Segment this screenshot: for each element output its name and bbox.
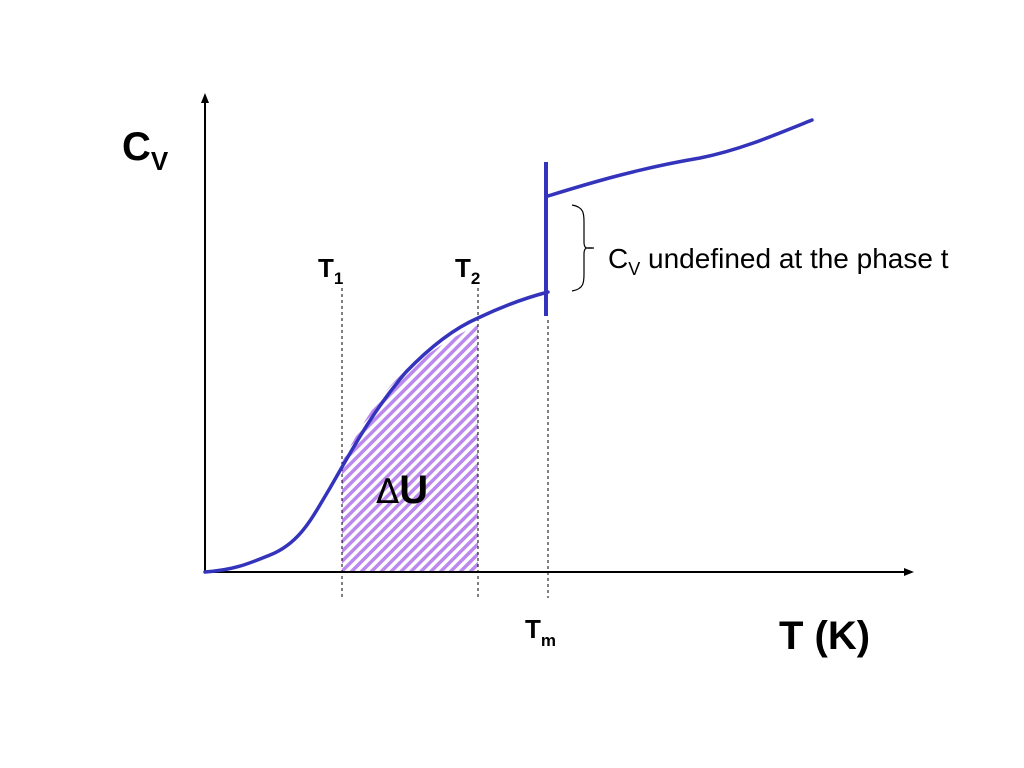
curly-brace	[571, 204, 595, 292]
t1-label: T1	[318, 253, 343, 288]
phase-annotation-subscript: V	[628, 259, 640, 279]
tm-label-main: T	[525, 614, 541, 644]
x-axis-label: T (K)	[779, 614, 870, 658]
y-axis-label-main: C	[122, 125, 151, 169]
phase-annotation-main: C	[608, 243, 628, 274]
t1-label-subscript: 1	[334, 269, 343, 288]
cv-curve-solid-phase	[203, 290, 550, 574]
y-axis-label-subscript: V	[151, 146, 169, 176]
delta-u-label: ΔU	[376, 468, 428, 512]
y-axis-label: CV	[122, 125, 169, 176]
t2-label-subscript: 2	[471, 269, 480, 288]
t2-label: T2	[455, 253, 480, 288]
tm-label-subscript: m	[541, 631, 556, 650]
delta-u-hatched-area	[342, 325, 478, 572]
phase-annotation-rest: undefined at the phase t	[640, 243, 948, 274]
x-axis-arrowhead	[904, 568, 914, 576]
y-axis-arrowhead	[201, 93, 209, 103]
t2-label-main: T	[455, 253, 471, 283]
delta-u-label-delta: Δ	[376, 472, 399, 512]
delta-u-label-text: U	[399, 468, 428, 512]
t1-label-main: T	[318, 253, 334, 283]
phase-annotation: CV undefined at the phase t	[608, 243, 949, 279]
tm-label: Tm	[525, 614, 556, 650]
cv-curve-liquid-phase	[546, 118, 814, 198]
